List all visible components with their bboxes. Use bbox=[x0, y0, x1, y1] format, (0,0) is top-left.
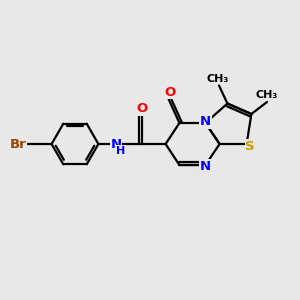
Text: CH₃: CH₃ bbox=[206, 74, 229, 84]
Text: O: O bbox=[136, 102, 147, 116]
Text: Br: Br bbox=[10, 137, 26, 151]
Text: N: N bbox=[200, 160, 211, 173]
Text: O: O bbox=[164, 86, 176, 99]
Text: CH₃: CH₃ bbox=[256, 90, 278, 100]
Text: H: H bbox=[116, 146, 125, 156]
Text: N: N bbox=[111, 137, 122, 151]
Text: N: N bbox=[200, 115, 211, 128]
Text: S: S bbox=[245, 140, 255, 153]
